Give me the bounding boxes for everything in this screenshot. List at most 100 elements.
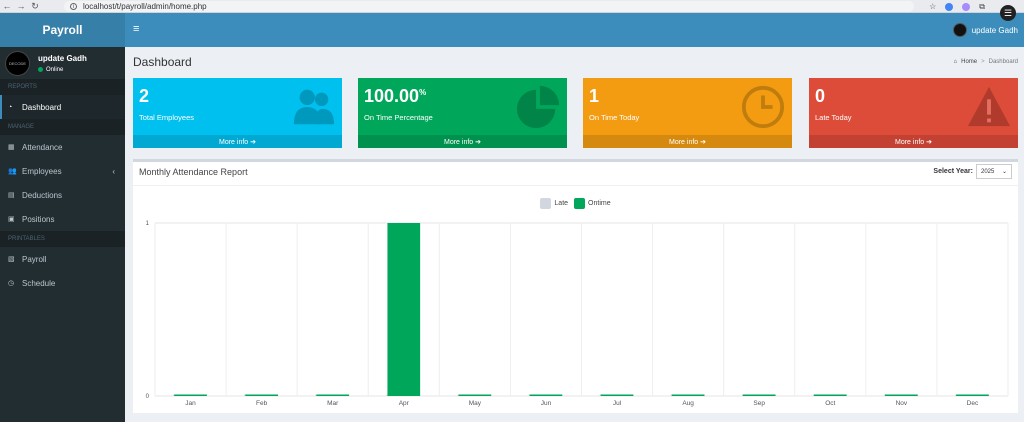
sidebar-item-payroll[interactable]: ▧ Payroll [8,254,47,264]
users-icon [293,89,335,125]
main-header: Payroll ≡ update Gadh [0,13,1024,47]
stat-value: 0 [815,86,826,106]
sidebar-item-dashboard[interactable]: ◔ Dashboard [0,95,125,119]
stat-value: 1 [589,86,600,106]
bar-ontime-sep [742,394,776,396]
clock-icon: ◷ [8,280,15,287]
x-tick-label: Mar [327,400,339,407]
bar-ontime-jan [174,394,207,396]
browser-toolbar: ← → ↻ i localhost/t/payroll/admin/home.p… [0,0,1024,13]
sidebar-toggle-icon[interactable]: ≡ [133,23,140,35]
x-tick-label: Nov [896,400,908,407]
section-printables: PRINTABLES [0,231,125,247]
x-tick-label: Oct [825,400,835,407]
dashboard-icon: ◔ [8,103,13,111]
user-avatar [952,23,967,37]
extension-icon[interactable] [962,2,971,11]
briefcase-icon: ▣ [8,216,15,223]
bar-ontime-dec [956,394,989,396]
breadcrumb-current: Dashboard [988,59,1018,65]
status-badge: Online [38,67,87,73]
sidebar-user-name: update Gadh [38,53,87,63]
stat-box-total-employees: 2 Total Employees More info ➔ [133,78,342,148]
x-tick-label: Aug [682,400,694,407]
clock-icon [741,85,785,129]
section-manage: MANAGE [0,119,125,135]
stat-box-late-today: 0 Late Today More info ➔ [809,78,1018,148]
attendance-report-panel: Monthly Attendance Report Select Year: 2… [133,159,1018,413]
floating-menu-icon[interactable]: ☰ [1000,5,1016,21]
bar-ontime-jul [600,394,634,396]
section-reports: REPORTS [0,79,125,95]
chevron-down-icon: ⌄ [1001,169,1007,175]
stat-value: 100.00% [364,86,427,106]
url-text: localhost/t/payroll/admin/home.php [83,2,207,11]
year-label: Select Year: [933,168,973,175]
bookmark-star-icon[interactable]: ☆ [929,2,937,11]
stat-label: Total Employees [139,113,195,122]
bar-ontime-jun [529,394,563,396]
users-icon: 👥 [8,168,17,175]
more-info-link[interactable]: More info ➔ [133,135,342,148]
back-icon[interactable]: ← [2,1,12,11]
breadcrumb: ⌂ Home > Dashboard [953,59,1018,65]
x-tick-label: Dec [967,400,979,407]
x-tick-label: May [469,400,482,407]
attendance-bar-chart: 0 1 Jan Feb Mar Apr May Jun Jul Aug Sep Oct Nov Dec [146,221,1009,407]
top-navbar: ≡ update Gadh [125,13,1024,47]
more-info-link[interactable]: More info ➔ [809,135,1018,148]
year-selector: Select Year: 2025 ⌄ [933,164,1012,179]
stat-label: On Time Today [589,113,640,122]
sidebar-item-deductions[interactable]: ▤ Deductions [8,190,63,200]
bar-ontime-oct [813,394,847,396]
legend-swatch [574,198,586,209]
sidebar: DECODE update Gadh Online REPORTS ◔ Dashb… [0,47,125,422]
calendar-icon: ▦ [8,144,15,151]
home-icon: ⌂ [953,59,958,65]
address-bar[interactable]: i localhost/t/payroll/admin/home.php [64,1,914,12]
online-dot-icon [38,67,43,72]
file-icon: ▤ [8,192,15,199]
bar-ontime-aug [671,394,705,396]
site-info-icon[interactable]: i [70,3,77,10]
stat-label: On Time Percentage [364,113,433,122]
breadcrumb-home[interactable]: Home [961,59,978,65]
content-wrapper: Dashboard ⌂ Home > Dashboard 2 Total Emp… [125,47,1024,422]
user-menu-name: update Gadh [971,25,1018,35]
extensions-puzzle-icon[interactable]: ⧉ [979,1,985,11]
stat-value: 2 [139,86,150,106]
money-icon: ▧ [8,256,15,263]
x-tick-label: Jan [185,400,196,407]
chevron-left-icon: ‹ [112,166,115,176]
legend-item-late[interactable]: Late [540,198,568,209]
year-select[interactable]: 2025 ⌄ [976,164,1012,179]
legend-item-ontime[interactable]: Ontime [574,198,611,209]
legend-swatch [540,198,552,209]
sidebar-item-employees[interactable]: 👥 Employees ‹ [8,166,115,176]
stat-label: Late Today [815,113,852,122]
panel-divider [133,185,1018,186]
x-tick-label: Jul [613,400,622,407]
sidebar-item-attendance[interactable]: ▦ Attendance [8,142,63,152]
more-info-link[interactable]: More info ➔ [583,135,792,148]
page-title: Dashboard [133,55,192,69]
sidebar-item-positions[interactable]: ▣ Positions [8,214,55,224]
chart-legend: Late Ontime [133,198,1018,209]
avatar: DECODE [5,50,30,76]
app-logo[interactable]: Payroll [0,13,125,47]
sidebar-item-schedule[interactable]: ◷ Schedule [8,278,56,288]
reload-icon[interactable]: ↻ [31,0,39,11]
breadcrumb-separator: > [981,59,985,65]
bar-ontime-apr [387,223,421,396]
extension-icon[interactable] [945,2,954,11]
stat-box-ontime-percentage: 100.00% On Time Percentage More info ➔ [358,78,567,148]
bar-ontime-feb [245,394,278,396]
x-tick-label: Sep [753,400,765,407]
bar-ontime-nov [885,394,918,396]
user-menu[interactable]: update Gadh [952,13,1018,47]
y-tick-label: 1 [146,221,150,227]
forward-icon[interactable]: → [16,1,26,11]
bar-ontime-may [458,394,492,396]
pie-chart-icon [516,85,560,129]
more-info-link[interactable]: More info ➔ [358,135,567,148]
